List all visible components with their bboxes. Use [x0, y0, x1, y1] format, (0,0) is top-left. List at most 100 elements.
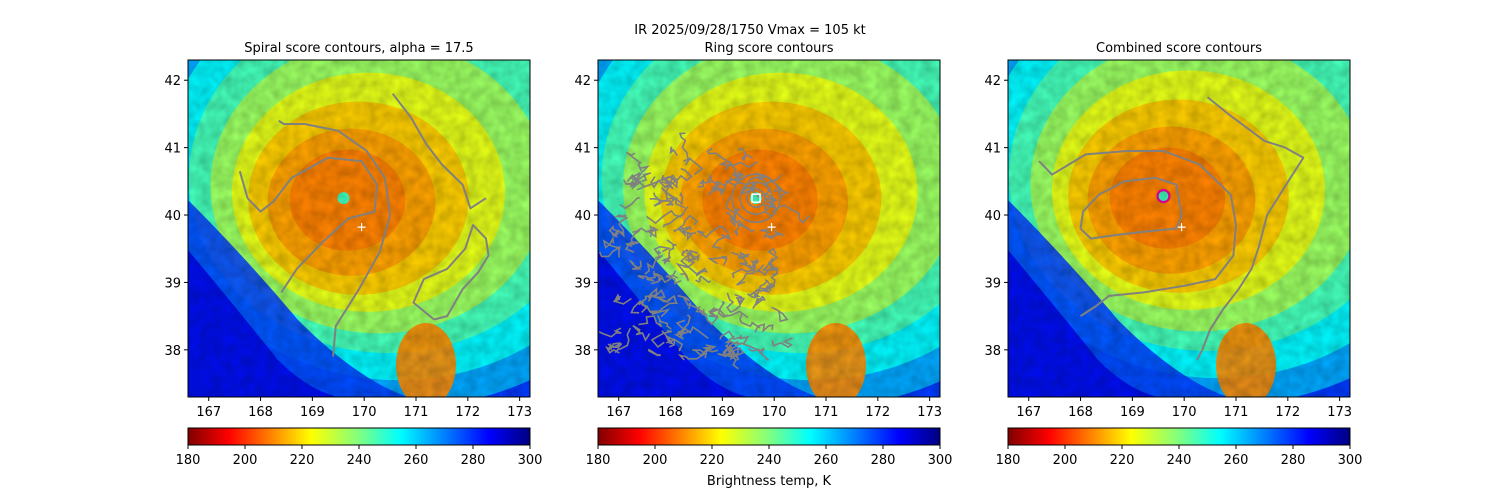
colorbar-tick-label: 220 — [700, 453, 725, 468]
colorbar-tick-label: 240 — [757, 453, 782, 468]
ring-contour — [619, 197, 640, 210]
ring-contour — [625, 151, 643, 172]
ring-contour — [724, 161, 743, 182]
best-track-marker — [357, 223, 366, 232]
ring-contour — [629, 165, 651, 183]
ring-contour — [741, 181, 768, 199]
ir-image — [188, 60, 530, 397]
ring-contour — [624, 241, 640, 254]
y-tick-label: 39 — [164, 276, 181, 291]
ring-contour — [747, 282, 776, 299]
y-tick-label: 40 — [984, 209, 1001, 224]
panel-title: Combined score contours — [1096, 41, 1262, 56]
ring-contour — [648, 225, 660, 238]
colorbar-tick-label: 180 — [176, 453, 201, 468]
ring-contour — [614, 327, 632, 354]
colorbar-tick-label: 300 — [1338, 453, 1363, 468]
clear-region — [188, 250, 338, 397]
ring-contour — [656, 315, 672, 330]
ring-contour — [665, 176, 676, 190]
ring-contour — [771, 337, 793, 349]
ring-contour — [683, 265, 708, 277]
ring-contour — [671, 197, 686, 209]
ring-contour — [677, 352, 707, 361]
x-tick-label: 173 — [507, 405, 532, 420]
x-tick-label: 173 — [917, 405, 942, 420]
x-tick-label: 170 — [762, 405, 787, 420]
y-tick-label: 41 — [984, 142, 1001, 157]
colorbar-tick-label: 280 — [1281, 453, 1306, 468]
ring-contour — [779, 204, 811, 224]
score-contour — [1196, 96, 1305, 361]
ring-contour — [598, 245, 621, 258]
ring-contour — [638, 294, 654, 306]
ring-contour — [613, 214, 629, 223]
colorbar-tick-label: 260 — [814, 453, 839, 468]
y-tick-label: 38 — [984, 344, 1001, 359]
ring-contour — [598, 327, 622, 338]
ring-contour — [755, 263, 769, 277]
colorbar-tick-label: 300 — [928, 453, 953, 468]
colorbar-tick-label: 240 — [1167, 453, 1192, 468]
ring-contour — [676, 226, 691, 237]
ring-contour — [638, 315, 663, 328]
ring-contour — [677, 294, 692, 310]
y-tick-label: 42 — [574, 74, 591, 89]
colorbar-tick-label: 200 — [1053, 453, 1078, 468]
y-tick-label: 41 — [574, 142, 591, 157]
ring-contour — [613, 293, 632, 305]
y-tick-label: 42 — [164, 74, 181, 89]
panel-combined: Combined score contours 167 168 169 170 171 17… — [984, 41, 1363, 468]
ring-contour — [729, 347, 740, 361]
rain-band — [806, 323, 866, 397]
storm-eye — [750, 192, 763, 205]
ring-contour — [680, 252, 696, 268]
x-tick-label: 169 — [710, 405, 735, 420]
y-tick-label: 38 — [574, 344, 591, 359]
ring-contour — [695, 275, 712, 284]
ring-contour — [696, 225, 729, 239]
ring-contour — [632, 324, 651, 342]
ring-contour — [675, 319, 692, 335]
colorbar-tick-label: 280 — [461, 453, 486, 468]
y-tick-label: 42 — [984, 74, 1001, 89]
x-tick-label: 171 — [1224, 405, 1249, 420]
colorbar-gradient — [1007, 427, 1351, 446]
colorbar-tick-label: 180 — [586, 453, 611, 468]
ring-contour — [669, 337, 683, 352]
ring-contour — [669, 146, 678, 157]
ring-contour — [724, 173, 742, 186]
colorbar-tick-label: 220 — [1110, 453, 1135, 468]
ring-contour — [652, 270, 677, 284]
ring-contour — [647, 287, 666, 303]
ring-contour — [752, 295, 766, 310]
x-tick-label: 167 — [1016, 405, 1041, 420]
ring-contour — [629, 259, 642, 270]
x-tick-label: 170 — [352, 405, 377, 420]
ring-contour — [644, 254, 664, 275]
panel-title: Spiral score contours, alpha = 17.5 — [244, 41, 473, 56]
ring-contour — [675, 262, 690, 282]
ring-contour — [630, 299, 648, 314]
ring-contour — [622, 179, 639, 190]
panel-spiral: Spiral score contours, alpha = 17.5 167 16… — [164, 41, 543, 468]
y-tick-label: 39 — [984, 276, 1001, 291]
score-contour — [412, 224, 490, 321]
ring-contour — [612, 218, 625, 238]
ring-contour — [746, 188, 766, 208]
y-tick-label: 39 — [574, 276, 591, 291]
rain-band — [396, 323, 456, 397]
colorbar-tick-label: 260 — [1224, 453, 1249, 468]
score-contour — [1038, 150, 1237, 317]
ring-contour — [711, 232, 732, 250]
ring-contour — [730, 251, 750, 260]
ring-contour — [634, 227, 657, 239]
score-contour — [238, 156, 379, 294]
clear-region — [1008, 250, 1158, 397]
colorbar-tick-label: 300 — [518, 453, 543, 468]
ring-contour — [731, 173, 781, 223]
axes-frame — [597, 59, 941, 398]
x-tick-label: 168 — [658, 405, 683, 420]
x-tick-label: 167 — [196, 405, 221, 420]
ring-contour — [771, 306, 789, 323]
